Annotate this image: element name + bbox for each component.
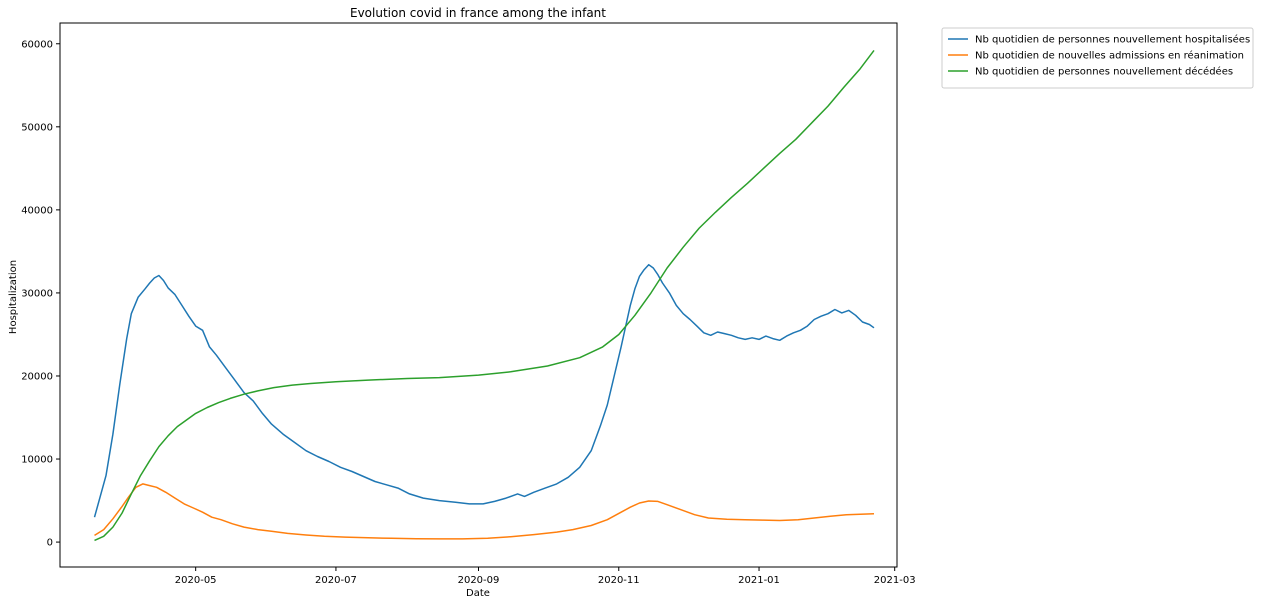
x-tick-label: 2021-01 — [738, 575, 780, 586]
plot-frame — [59, 22, 898, 568]
y-tick-label: 20000 — [21, 371, 53, 382]
x-tick-label: 2020-07 — [315, 575, 357, 586]
x-tick-label: 2021-03 — [874, 575, 916, 586]
y-tick-label: 10000 — [21, 455, 53, 466]
x-tick-label: 2020-05 — [175, 575, 217, 586]
x-axis: 2020-05 2020-07 2020-09 2020-11 2021-01 2021-… — [175, 567, 916, 586]
series-line-1 — [93, 263, 875, 518]
y-axis: 0 10000 20000 30000 40000 50000 60000 — [21, 39, 60, 549]
y-tick-label: 60000 — [21, 39, 53, 50]
x-tick-label: 2020-11 — [598, 575, 640, 586]
y-tick-label: 40000 — [21, 205, 53, 216]
legend-frame — [941, 27, 1254, 89]
y-tick-label: 30000 — [21, 288, 53, 299]
legend-entry: Nb quotidien de personnes nouvellement d… — [975, 66, 1233, 78]
x-tick-label: 2020-09 — [458, 575, 500, 586]
legend-entry: Nb quotidien de nouvelles admissions en … — [975, 50, 1244, 62]
series-line-2 — [94, 483, 875, 540]
series-line-3 — [94, 49, 875, 542]
chart-title: Evolution covid in france among the infa… — [350, 6, 606, 20]
x-axis-label: Date — [466, 588, 490, 599]
y-tick-label: 50000 — [21, 122, 53, 133]
legend: Nb quotidien de personnes nouvellement h… — [941, 27, 1254, 89]
series-layer — [93, 49, 875, 542]
y-tick-label: 0 — [47, 538, 53, 549]
y-axis-label: Hospitalization — [8, 260, 19, 334]
legend-entry: Nb quotidien de personnes nouvellement h… — [975, 34, 1250, 46]
